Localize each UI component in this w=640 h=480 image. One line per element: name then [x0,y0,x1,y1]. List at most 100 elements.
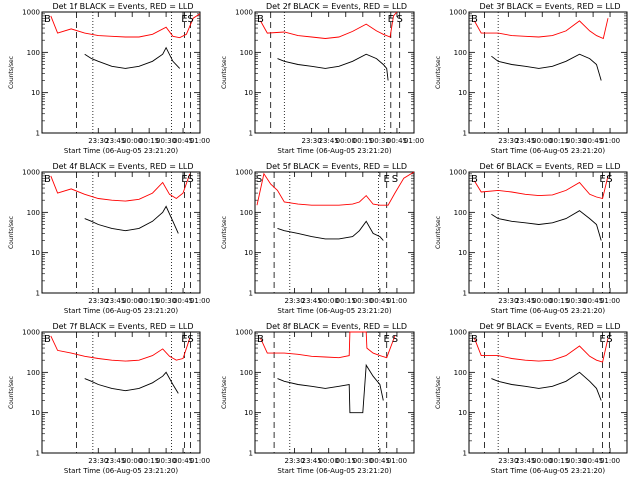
x-tick-label: 23:45 [515,137,535,145]
y-tick-label: 10 [31,409,40,417]
x-tick-label: 00:15 [336,297,356,305]
y-tick-label: 1 [249,290,253,298]
phase-marker-label: E [181,174,187,185]
y-tick-label: 10 [458,89,467,97]
chart-panel: Det 6f BLACK = Events, RED = LLD Counts/s… [435,162,628,315]
x-axis-label: Start Time (06-Aug-05 23:21:20) [491,467,605,475]
phase-marker-label: S [256,174,262,185]
chart-panel: Det 3f BLACK = Events, RED = LLD Counts/s… [435,2,628,155]
x-tick-label: 00:30 [353,457,373,465]
y-tick-label: 100 [27,209,40,217]
lld-series-line [474,18,609,40]
phase-marker-label: E [384,334,390,345]
x-tick-label: 23:30 [88,137,108,145]
y-tick-label: 1000 [22,9,40,17]
chart-title: Det 6f BLACK = Events, RED = LLD [479,162,620,171]
plot-frame [468,171,628,294]
y-tick-label: 10 [244,409,253,417]
chart-panel: Det 1f BLACK = Events, RED = LLD Counts/s… [8,2,210,155]
lld-series-line [260,331,396,359]
chart-panel: Det 9f BLACK = Events, RED = LLD Counts/s… [435,322,628,475]
phase-marker-label: B [44,334,51,345]
x-axis-label: Start Time (06-Aug-05 23:21:20) [491,147,605,155]
y-tick-label: 1000 [22,169,40,177]
y-tick-label: 10 [31,249,40,257]
x-tick-label: 00:30 [566,457,586,465]
lld-series-line [474,175,609,200]
x-tick-label: 00:00 [122,137,142,145]
x-tick-label: 00:45 [583,457,603,465]
phase-marker-label: E [599,334,605,345]
y-tick-label: 1000 [449,9,467,17]
x-tick-label: 00:30 [156,137,176,145]
x-tick-label: 00:15 [139,297,159,305]
events-series-line [491,210,602,241]
y-tick-label: 10 [458,249,467,257]
x-tick-label: 00:30 [156,457,176,465]
phase-marker-label: S [392,334,398,345]
x-tick-label: 00:00 [532,297,552,305]
x-tick-label: 23:45 [105,137,125,145]
x-tick-label: 00:45 [173,297,193,305]
x-axis-label: Start Time (06-Aug-05 23:21:20) [277,307,391,315]
x-tick-label: 00:15 [353,137,373,145]
lld-series-line [50,335,191,362]
x-tick-label: 01:00 [190,137,210,145]
x-tick-label: 00:45 [173,457,193,465]
lld-series-line [260,11,398,39]
x-tick-label: 00:00 [319,297,339,305]
chart-title: Det 7f BLACK = Events, RED = LLD [52,322,193,331]
chart-panel: Det 7f BLACK = Events, RED = LLD Counts/s… [8,322,210,475]
y-tick-label: 10 [244,89,253,97]
phase-marker-label: S [187,334,193,345]
x-tick-label: 00:30 [566,297,586,305]
chart-panel: Det 5f BLACK = Events, RED = LLD Counts/s… [221,162,415,315]
phase-marker-label: B [44,174,51,185]
events-series-line [277,53,389,81]
phase-marker-label: S [392,174,398,185]
x-tick-label: 00:00 [319,457,339,465]
plot-frame [468,11,628,134]
y-tick-label: 1000 [449,329,467,337]
y-tick-label: 100 [454,369,467,377]
x-tick-label: 00:00 [122,297,142,305]
chart-title: Det 5f BLACK = Events, RED = LLD [266,162,407,171]
x-axis-label: Start Time (06-Aug-05 23:21:20) [491,307,605,315]
chart-panel: Det 4f BLACK = Events, RED = LLD Counts/s… [8,162,210,315]
events-series-line [491,53,602,81]
x-tick-label: 00:00 [122,457,142,465]
y-tick-label: 100 [27,49,40,57]
y-axis-label: Counts/sec [221,56,228,89]
lld-series-line [50,13,201,39]
phase-marker-label: E [599,174,605,185]
phase-marker-label: B [471,14,478,25]
events-series-line [277,220,384,241]
x-tick-label: 23:45 [302,457,322,465]
plot-frame [468,331,628,454]
events-series-line [84,46,181,69]
chart-panel: Det 8f BLACK = Events, RED = LLD Counts/s… [221,322,415,475]
x-tick-label: 23:30 [498,137,518,145]
x-tick-label: 23:30 [498,297,518,305]
x-tick-label: 23:45 [105,457,125,465]
x-tick-label: 00:15 [139,457,159,465]
y-tick-label: 1 [463,130,467,138]
phase-marker-label: B [471,174,478,185]
lld-series-line [256,171,415,206]
y-axis-label: Counts/sec [221,376,228,409]
y-tick-label: 100 [240,369,253,377]
x-tick-label: 01:00 [190,297,210,305]
x-tick-label: 00:15 [139,137,159,145]
x-tick-label: 23:45 [302,297,322,305]
phase-marker-label: E [388,14,394,25]
x-tick-label: 23:45 [105,297,125,305]
phase-marker-label: B [257,14,264,25]
phase-marker-label: E [181,334,187,345]
plot-frame [254,171,415,294]
x-tick-label: 01:00 [387,297,407,305]
y-tick-label: 1 [249,130,253,138]
x-tick-label: 01:00 [387,457,407,465]
phase-marker-label: B [257,334,264,345]
phase-marker-label: B [44,14,51,25]
